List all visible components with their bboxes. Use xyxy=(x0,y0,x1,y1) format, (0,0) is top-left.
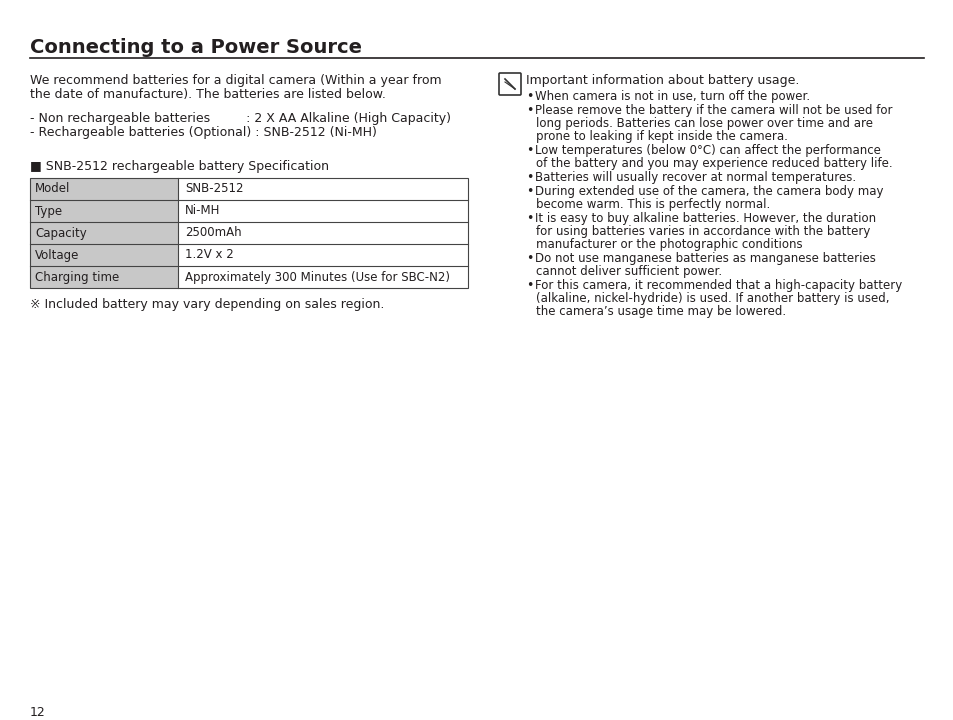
Text: Capacity: Capacity xyxy=(35,227,87,240)
Text: - Rechargeable batteries (Optional) : SNB-2512 (Ni-MH): - Rechargeable batteries (Optional) : SN… xyxy=(30,126,376,139)
Text: When camera is not in use, turn off the power.: When camera is not in use, turn off the … xyxy=(535,90,809,103)
Text: for using batteries varies in accordance with the battery: for using batteries varies in accordance… xyxy=(536,225,869,238)
Text: long periods. Batteries can lose power over time and are: long periods. Batteries can lose power o… xyxy=(536,117,872,130)
Bar xyxy=(30,178,178,200)
Text: 1.2V x 2: 1.2V x 2 xyxy=(185,248,233,261)
Text: Voltage: Voltage xyxy=(35,248,79,261)
Text: Charging time: Charging time xyxy=(35,271,119,284)
Text: •: • xyxy=(525,90,533,103)
Bar xyxy=(30,178,468,288)
Text: We recommend batteries for a digital camera (Within a year from: We recommend batteries for a digital cam… xyxy=(30,74,441,87)
Text: •: • xyxy=(525,144,533,157)
Text: the camera’s usage time may be lowered.: the camera’s usage time may be lowered. xyxy=(536,305,785,318)
Bar xyxy=(178,266,468,288)
Text: During extended use of the camera, the camera body may: During extended use of the camera, the c… xyxy=(535,185,882,198)
Text: Ni-MH: Ni-MH xyxy=(185,204,220,217)
Text: Please remove the battery if the camera will not be used for: Please remove the battery if the camera … xyxy=(535,104,892,117)
Text: 12: 12 xyxy=(30,706,46,719)
Text: the date of manufacture). The batteries are listed below.: the date of manufacture). The batteries … xyxy=(30,88,385,101)
Bar xyxy=(30,200,178,222)
Text: Do not use manganese batteries as manganese batteries: Do not use manganese batteries as mangan… xyxy=(535,252,875,265)
Bar xyxy=(30,244,178,266)
Text: •: • xyxy=(525,185,533,198)
Text: Important information about battery usage.: Important information about battery usag… xyxy=(525,74,799,87)
Bar xyxy=(178,200,468,222)
Text: Type: Type xyxy=(35,204,62,217)
Text: For this camera, it recommended that a high-capacity battery: For this camera, it recommended that a h… xyxy=(535,279,902,292)
Text: Model: Model xyxy=(35,182,71,196)
Bar xyxy=(30,222,178,244)
Text: ※ Included battery may vary depending on sales region.: ※ Included battery may vary depending on… xyxy=(30,298,384,311)
Bar xyxy=(178,244,468,266)
Text: •: • xyxy=(525,212,533,225)
Text: become warm. This is perfectly normal.: become warm. This is perfectly normal. xyxy=(536,198,769,211)
Text: It is easy to buy alkaline batteries. However, the duration: It is easy to buy alkaline batteries. Ho… xyxy=(535,212,875,225)
Text: 2500mAh: 2500mAh xyxy=(185,227,241,240)
Text: •: • xyxy=(525,171,533,184)
Bar xyxy=(178,222,468,244)
Text: manufacturer or the photographic conditions: manufacturer or the photographic conditi… xyxy=(536,238,801,251)
Text: (alkaline, nickel-hydride) is used. If another battery is used,: (alkaline, nickel-hydride) is used. If a… xyxy=(536,292,888,305)
Text: Connecting to a Power Source: Connecting to a Power Source xyxy=(30,38,361,57)
Text: cannot deliver sufficient power.: cannot deliver sufficient power. xyxy=(536,265,721,278)
Bar xyxy=(178,178,468,200)
Text: •: • xyxy=(525,104,533,117)
Text: •: • xyxy=(525,279,533,292)
FancyBboxPatch shape xyxy=(498,73,520,95)
Text: prone to leaking if kept inside the camera.: prone to leaking if kept inside the came… xyxy=(536,130,787,143)
Text: Batteries will usually recover at normal temperatures.: Batteries will usually recover at normal… xyxy=(535,171,855,184)
Text: of the battery and you may experience reduced battery life.: of the battery and you may experience re… xyxy=(536,157,892,170)
Text: Approximately 300 Minutes (Use for SBC-N2): Approximately 300 Minutes (Use for SBC-N… xyxy=(185,271,450,284)
Bar xyxy=(30,266,178,288)
Text: SNB-2512: SNB-2512 xyxy=(185,182,243,196)
Text: ■ SNB-2512 rechargeable battery Specification: ■ SNB-2512 rechargeable battery Specific… xyxy=(30,160,329,173)
Text: •: • xyxy=(525,252,533,265)
Text: - Non rechargeable batteries         : 2 X AA Alkaline (High Capacity): - Non rechargeable batteries : 2 X AA Al… xyxy=(30,112,451,125)
Text: Low temperatures (below 0°C) can affect the performance: Low temperatures (below 0°C) can affect … xyxy=(535,144,880,157)
